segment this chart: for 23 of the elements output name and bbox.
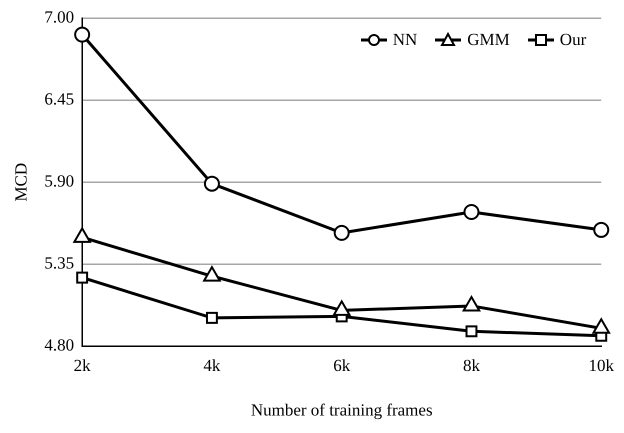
y-axis-title: MCD [12, 162, 31, 202]
legend-label: NN [392, 30, 418, 50]
x-tick-label: 8k [462, 356, 480, 375]
x-axis-title: Number of training frames [250, 400, 433, 420]
x-tick-label: 4k [203, 356, 221, 375]
point [74, 26, 90, 43]
y-tick-label: 4.80 [44, 336, 74, 355]
y-tick-label: 7.00 [44, 8, 74, 27]
point [334, 224, 350, 241]
point [76, 272, 88, 284]
point [466, 325, 478, 338]
y-tick-label: 5.35 [44, 254, 74, 273]
x-tick-label: 6k [333, 356, 351, 375]
point [593, 222, 610, 238]
x-tick-label: 2k [74, 356, 92, 375]
point [206, 312, 218, 324]
point [204, 176, 220, 192]
x-tick-label: 10k [588, 356, 614, 375]
legend-label: Our [560, 30, 586, 50]
y-tick-label: 6.45 [44, 90, 74, 109]
legend-label: GMM [467, 30, 510, 50]
y-tick-label: 5.90 [44, 172, 74, 191]
point [463, 204, 480, 220]
